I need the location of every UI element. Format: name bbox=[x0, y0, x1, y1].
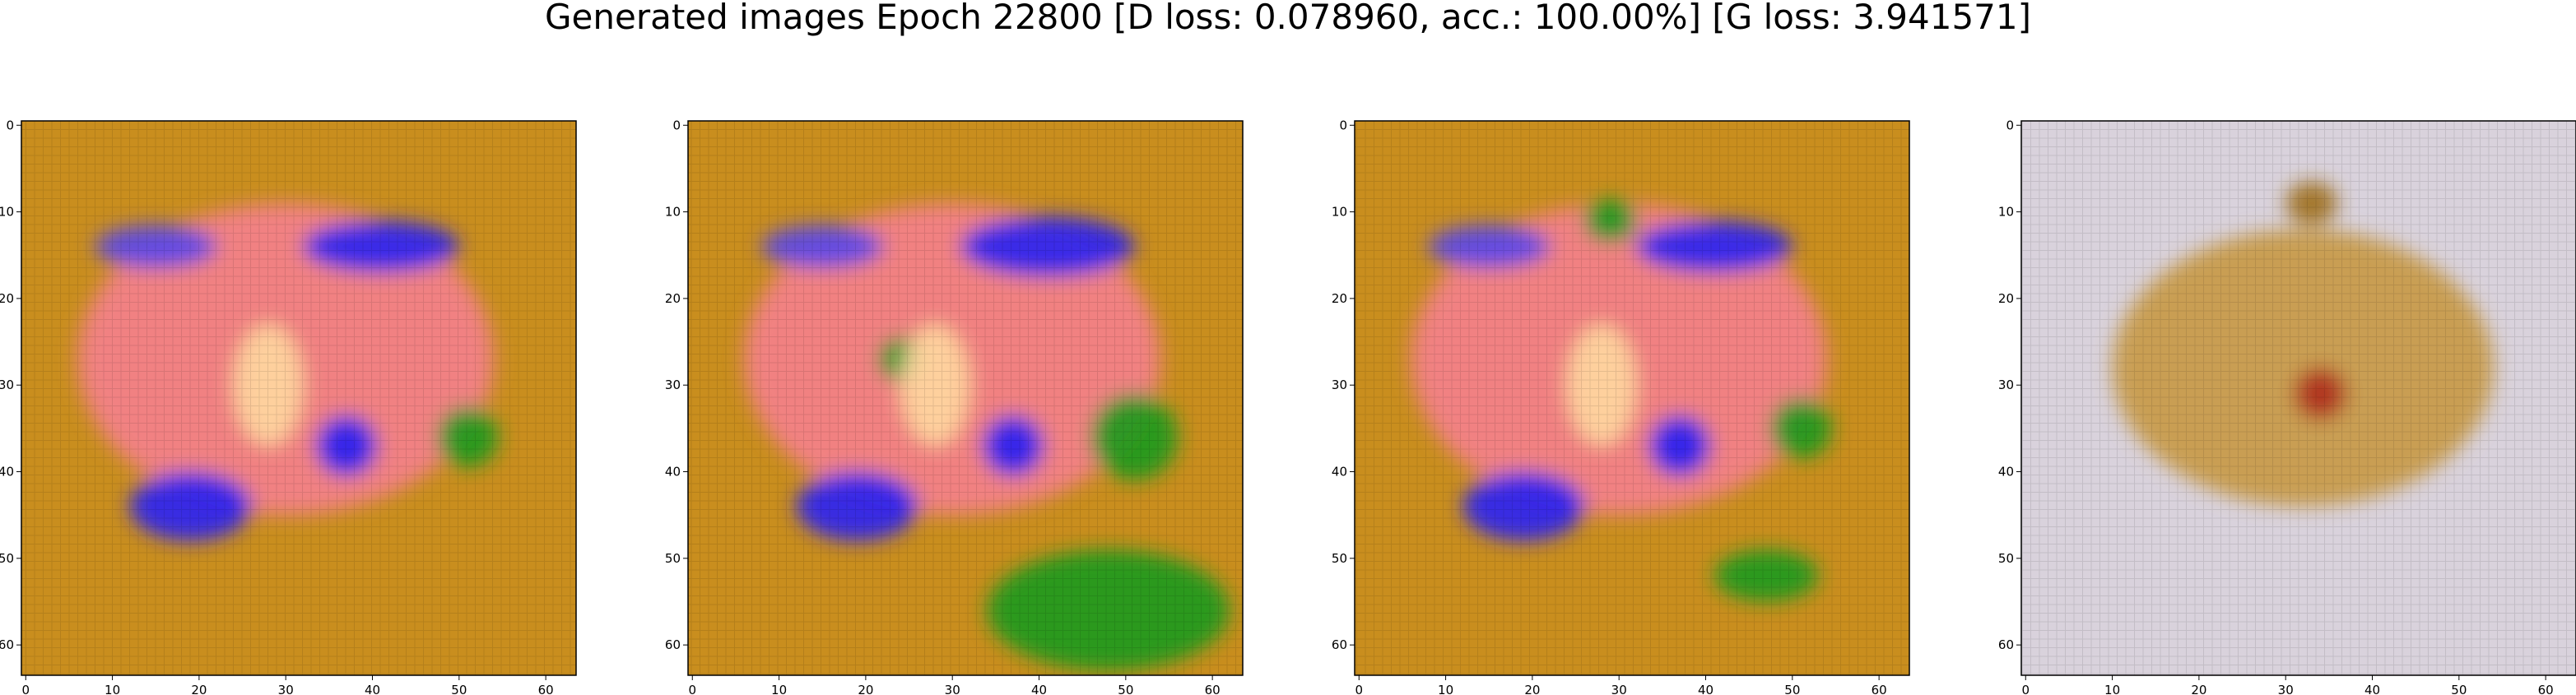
image-panel-3: 0 10 20 30 40 50 60 0 10 20 30 40 50 60 bbox=[1332, 118, 1910, 695]
axes-frame bbox=[687, 120, 1244, 676]
y-tick-label: 40 bbox=[665, 465, 681, 480]
x-tick-label: 20 bbox=[1524, 683, 1540, 695]
x-tick-label: 60 bbox=[1872, 683, 1887, 695]
x-tick-label: 50 bbox=[1784, 683, 1800, 695]
x-tick-label: 0 bbox=[21, 683, 30, 695]
y-tick-label: 40 bbox=[1332, 465, 1347, 480]
y-tick-label: 10 bbox=[665, 205, 681, 220]
y-tick-label: 20 bbox=[0, 291, 14, 306]
y-tick-label: 20 bbox=[1332, 291, 1347, 306]
pixel-grid bbox=[1355, 121, 1909, 675]
pixel-grid bbox=[688, 121, 1243, 675]
x-tick-label: 40 bbox=[1698, 683, 1713, 695]
x-tick-label: 60 bbox=[1205, 683, 1221, 695]
x-tick-label: 40 bbox=[2364, 683, 2380, 695]
y-tick-label: 20 bbox=[1998, 291, 2014, 306]
y-tick-label: 10 bbox=[1998, 205, 2014, 220]
x-tick-label: 20 bbox=[191, 683, 207, 695]
x-tick-label: 10 bbox=[2104, 683, 2120, 695]
y-tick-label: 10 bbox=[0, 205, 14, 220]
y-tick-label: 30 bbox=[1998, 378, 2014, 392]
figure-title: Generated images Epoch 22800 [D loss: 0.… bbox=[544, 0, 2032, 37]
axes-frame bbox=[1354, 120, 1910, 676]
y-tick-label: 60 bbox=[0, 637, 14, 652]
x-tick-label: 10 bbox=[105, 683, 120, 695]
x-tick-label: 40 bbox=[365, 683, 380, 695]
x-tick-label: 60 bbox=[2538, 683, 2554, 695]
y-tick-label: 0 bbox=[6, 118, 14, 132]
y-tick-label: 30 bbox=[1332, 378, 1347, 392]
x-tick-label: 30 bbox=[1611, 683, 1627, 695]
x-tick-label: 0 bbox=[688, 683, 696, 695]
y-tick-label: 60 bbox=[1998, 637, 2014, 652]
y-tick-label: 50 bbox=[1332, 551, 1347, 566]
x-tick-label: 40 bbox=[1031, 683, 1047, 695]
image-panel-2: 0 10 20 30 40 50 60 0 10 20 30 40 50 60 bbox=[665, 118, 1244, 695]
x-tick-label: 10 bbox=[1438, 683, 1453, 695]
y-tick-label: 0 bbox=[672, 118, 681, 132]
x-tick-label: 30 bbox=[945, 683, 960, 695]
x-tick-label: 30 bbox=[278, 683, 294, 695]
x-tick-label: 20 bbox=[858, 683, 873, 695]
y-tick-label: 40 bbox=[1998, 465, 2014, 480]
pixel-grid bbox=[2021, 121, 2576, 675]
x-tick-label: 20 bbox=[2191, 683, 2206, 695]
y-tick-label: 40 bbox=[0, 465, 14, 480]
x-tick-label: 50 bbox=[451, 683, 467, 695]
y-tick-label: 20 bbox=[665, 291, 681, 306]
x-tick-label: 60 bbox=[538, 683, 554, 695]
x-tick-label: 10 bbox=[771, 683, 787, 695]
y-tick-label: 30 bbox=[0, 378, 14, 392]
x-tick-label: 30 bbox=[2278, 683, 2294, 695]
x-tick-label: 0 bbox=[2021, 683, 2030, 695]
axes-frame bbox=[2020, 120, 2576, 676]
y-tick-label: 60 bbox=[665, 637, 681, 652]
x-tick-label: 0 bbox=[1355, 683, 1363, 695]
y-tick-label: 10 bbox=[1332, 205, 1347, 220]
y-tick-label: 60 bbox=[1332, 637, 1347, 652]
x-tick-label: 50 bbox=[1118, 683, 1133, 695]
y-tick-label: 30 bbox=[665, 378, 681, 392]
image-panel-4: 0 10 20 30 40 50 60 0 10 20 30 40 50 60 bbox=[1998, 118, 2576, 695]
axes-frame bbox=[21, 120, 577, 676]
y-tick-label: 50 bbox=[1998, 551, 2014, 566]
y-tick-label: 50 bbox=[0, 551, 14, 566]
pixel-grid bbox=[21, 121, 576, 675]
x-tick-label: 50 bbox=[2451, 683, 2467, 695]
y-tick-label: 0 bbox=[1339, 118, 1347, 132]
y-tick-label: 50 bbox=[665, 551, 681, 566]
image-panel-1: 0 10 20 30 40 50 60 0 10 20 30 40 50 60 bbox=[0, 118, 577, 695]
y-tick-label: 0 bbox=[2006, 118, 2014, 132]
